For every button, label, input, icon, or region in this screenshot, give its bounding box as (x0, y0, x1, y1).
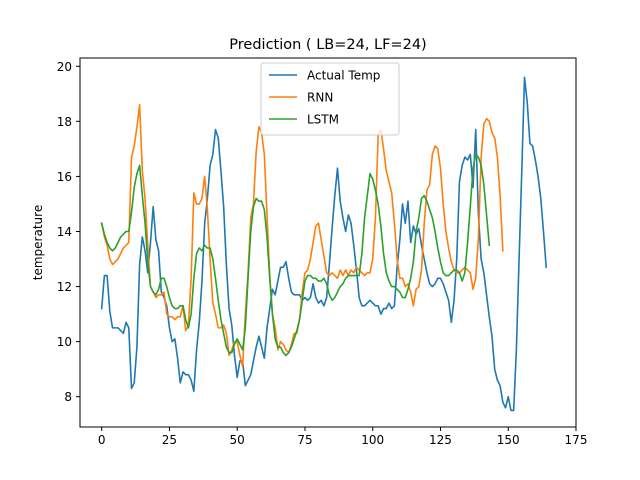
legend-label: Actual Temp (307, 69, 380, 83)
y-tick-label: 16 (57, 170, 72, 184)
x-tick-label: 150 (497, 433, 520, 447)
x-tick-label: 100 (361, 433, 384, 447)
y-tick-label: 8 (64, 390, 72, 404)
x-tick-label: 50 (230, 433, 245, 447)
series-line-rnn (100, 104, 504, 368)
y-tick-label: 20 (57, 60, 72, 74)
y-tick-label: 10 (57, 335, 72, 349)
legend-box (260, 62, 400, 136)
y-axis-label: temperature (31, 205, 45, 280)
legend-label: LSTM (307, 113, 339, 127)
plot-frame (79, 57, 577, 428)
y-axis: 8 10 12 14 16 18 20 (57, 60, 80, 404)
y-tick-label: 14 (57, 225, 72, 239)
x-tick-label: 25 (162, 433, 177, 447)
y-tick-label: 12 (57, 280, 72, 294)
chart-title: Prediction ( LB=24, LF=24) (229, 37, 426, 53)
x-tick-label: 175 (565, 433, 588, 447)
series-layer (100, 76, 548, 412)
x-axis: 0 25 50 75 100 125 150 175 (98, 427, 588, 447)
legend: Actual Temp RNN LSTM (260, 62, 400, 136)
series-line-lstm (100, 153, 491, 357)
x-tick-label: 0 (98, 433, 106, 447)
x-tick-label: 75 (297, 433, 312, 447)
x-tick-label: 125 (429, 433, 452, 447)
legend-label: RNN (307, 91, 333, 105)
y-tick-label: 18 (57, 115, 72, 129)
